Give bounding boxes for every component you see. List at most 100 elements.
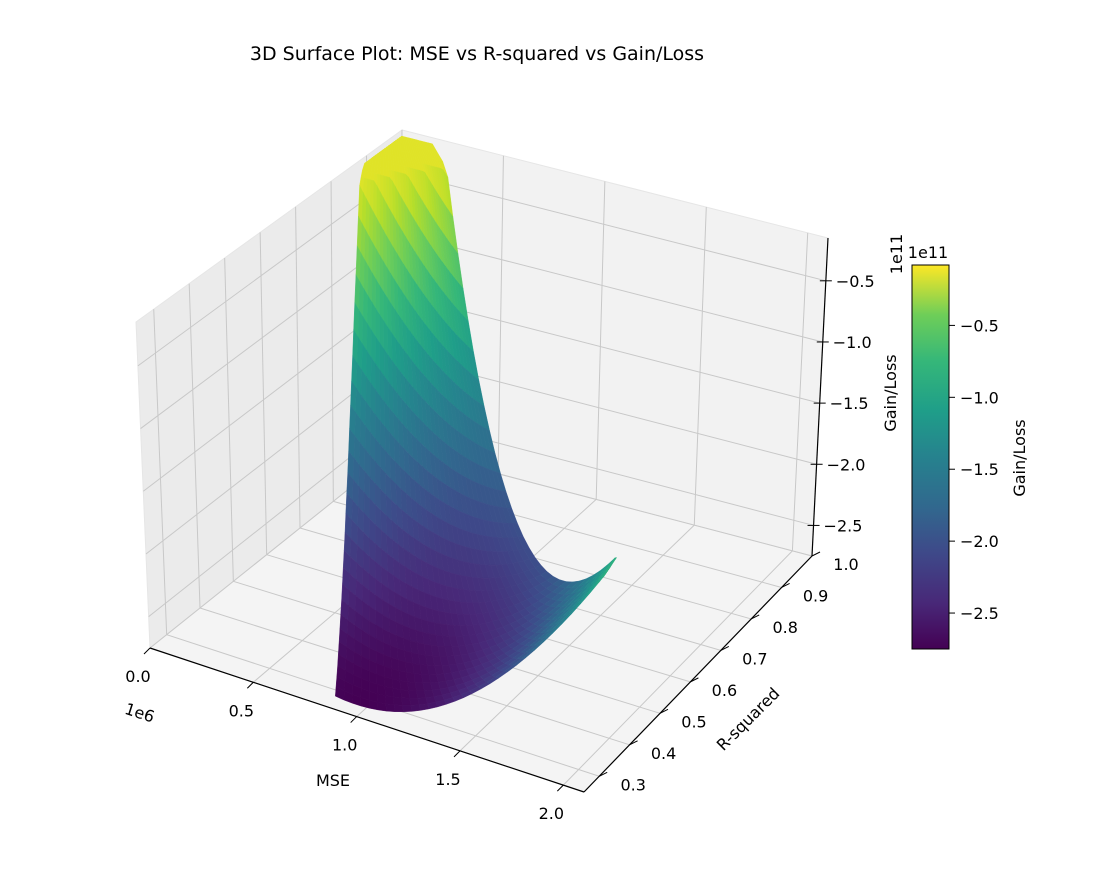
surface-patch <box>397 659 407 673</box>
surface-patch <box>380 152 384 162</box>
grid-line-xz-4 <box>791 232 809 551</box>
surface-patch <box>402 705 413 713</box>
y-axis-line <box>583 555 813 793</box>
surface-patch <box>379 191 384 231</box>
z-axis-ticks: −0.5 −1.0 −1.5 −2.0 −2.5 <box>807 272 875 535</box>
z-tick-label: −1.5 <box>830 394 869 413</box>
x-offset-text: 1e6 <box>122 699 157 726</box>
colorbar-tick-label: −1.5 <box>960 460 999 479</box>
surface-patch <box>609 557 617 568</box>
surface-patch <box>384 686 394 698</box>
y-tick-mark <box>811 551 821 557</box>
z-tick-label: −0.5 <box>836 272 875 291</box>
surface-patch <box>409 697 420 706</box>
z-tick-label: −2.5 <box>824 516 863 535</box>
surface-patch <box>391 668 401 681</box>
colorbar-tick-label: −0.5 <box>960 316 999 335</box>
x-axis-label: MSE <box>316 771 350 790</box>
y-tick-label: 0.6 <box>712 681 737 700</box>
colorbar-gradient <box>911 264 950 650</box>
grid-line-yz-2 <box>224 257 234 582</box>
y-tick-label: 0.5 <box>681 712 706 731</box>
z-offset-text: 1e11 <box>887 234 906 274</box>
grid-line-z-back-0 <box>401 172 826 282</box>
y-tick-label: 1.0 <box>833 555 858 574</box>
surface-patch <box>379 223 384 263</box>
colorbar-ticks: −0.5 −1.0 −1.5 −2.0 −2.5 <box>949 316 999 623</box>
surface-patch <box>380 167 384 176</box>
grid-line-x-4 <box>562 550 793 786</box>
surface-patch <box>385 703 396 712</box>
z-axis-line <box>811 237 829 557</box>
grid-line-yz-4 <box>295 206 301 529</box>
x-axis-line <box>149 647 585 793</box>
surface-patch <box>383 153 387 162</box>
y-tick-mark <box>720 645 730 651</box>
x-tick-label: 1.0 <box>332 736 357 755</box>
surface-patch <box>391 678 401 690</box>
x-tick-mark <box>556 784 564 792</box>
y-tick-mark <box>690 677 699 683</box>
grid-line-yz-5 <box>330 181 334 502</box>
surface-patch <box>400 689 410 699</box>
z-axis-label: Gain/Loss <box>881 354 900 431</box>
x-tick-mark <box>246 681 254 689</box>
chart-title: 3D Surface Plot: MSE vs R-squared vs Gai… <box>250 43 704 65</box>
grid-line-z-back-1 <box>401 233 823 343</box>
x-tick-mark <box>350 716 358 723</box>
surface-patch <box>393 704 404 713</box>
y-tick-label: 0.8 <box>772 618 797 637</box>
x-tick-label: 1.5 <box>435 770 460 789</box>
grid-line-xz-3 <box>693 207 707 526</box>
colorbar-offset-text: 1e11 <box>908 243 948 262</box>
surface-patch <box>383 197 387 237</box>
grid-line-z-back-2 <box>400 294 820 404</box>
colorbar-tick-label: −2.5 <box>960 604 999 623</box>
z-tick-label: −1.0 <box>833 333 872 352</box>
x-tick-mark <box>143 647 151 655</box>
grid-line-xz-2 <box>595 181 606 500</box>
colorbar: 1e11 Gain/Loss <box>908 243 1029 650</box>
surface-patch <box>398 670 408 683</box>
x-tick-mark <box>453 750 461 758</box>
x-axis-ticks: 0.0 0.5 1.0 1.5 2.0 <box>125 647 564 823</box>
surface-patch <box>401 697 411 706</box>
y-tick-mark <box>629 740 638 746</box>
surface-patch <box>383 168 387 177</box>
surface-patch <box>603 567 611 578</box>
x-tick-label: 0.0 <box>125 667 150 686</box>
axes <box>149 237 829 793</box>
surface-patch <box>408 690 418 699</box>
colorbar-tick-label: −1.0 <box>960 388 999 407</box>
y-tick-label: 0.3 <box>620 775 645 794</box>
surface-patch <box>410 704 421 712</box>
grid-line-xz-1 <box>497 155 504 474</box>
grid-line-yz-1 <box>188 283 201 609</box>
surface-patch <box>380 159 384 169</box>
grid-line-x-3 <box>459 524 695 752</box>
y-tick-mark <box>781 583 790 588</box>
grid-line-yz-0 <box>153 309 168 635</box>
z-tick-label: −2.0 <box>827 455 866 474</box>
surface-plot <box>335 135 618 713</box>
y-axis-ticks: 0.3 0.4 0.5 0.6 0.7 0.8 0.9 1.0 <box>598 551 859 794</box>
y-tick-mark <box>598 771 608 777</box>
y-tick-mark <box>659 708 669 714</box>
surface-patch <box>377 701 387 712</box>
colorbar-label: Gain/Loss <box>1010 419 1029 496</box>
colorbar-tick-label: −2.0 <box>960 532 999 551</box>
surface-patch <box>385 695 395 705</box>
surface-patch <box>376 185 381 225</box>
surface-patch <box>392 688 402 699</box>
y-tick-label: 0.9 <box>803 586 828 605</box>
surface-patch <box>383 160 387 170</box>
surface-patch <box>399 680 409 691</box>
x-tick-label: 2.0 <box>539 804 564 823</box>
grid-line-z-left-0 <box>137 172 403 367</box>
surface-patch <box>377 166 381 176</box>
y-tick-label: 0.7 <box>742 649 767 668</box>
x-tick-label: 0.5 <box>229 701 254 720</box>
grid-line-yz-3 <box>259 232 268 555</box>
surface-patch <box>393 696 403 706</box>
